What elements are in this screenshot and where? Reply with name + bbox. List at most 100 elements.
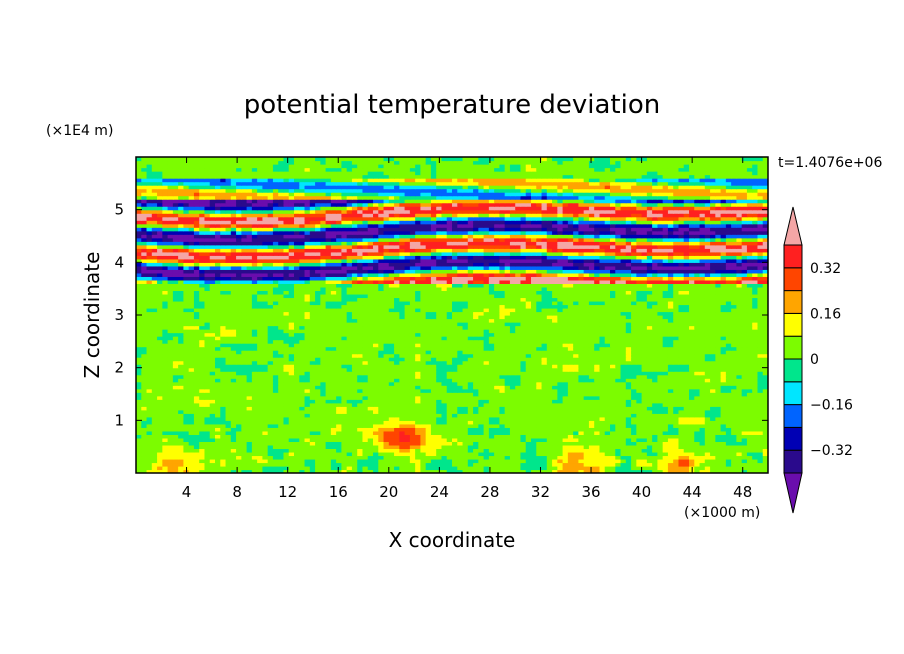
heatmap-cell	[615, 381, 622, 386]
heatmap-cell	[625, 416, 632, 421]
heatmap-cell	[136, 430, 142, 435]
heatmap-cell	[220, 434, 227, 439]
heatmap-cell	[441, 465, 448, 471]
heatmap-cell	[230, 420, 237, 425]
heatmap-cell	[625, 374, 632, 379]
heatmap-cell	[625, 343, 632, 348]
heatmap-cell	[483, 336, 490, 341]
heatmap-cell	[373, 346, 379, 351]
heatmap-cell	[309, 367, 316, 372]
heatmap-cell	[457, 329, 464, 334]
heatmap-cell	[251, 378, 258, 383]
heatmap-cell	[520, 434, 527, 439]
heatmap-cell	[578, 455, 585, 460]
heatmap-cell	[362, 469, 369, 473]
heatmap-cell	[136, 420, 142, 425]
heatmap-cell	[420, 392, 427, 397]
heatmap-cell	[183, 399, 190, 404]
heatmap-cell	[157, 371, 163, 376]
heatmap-cell	[351, 325, 358, 330]
heatmap-cell	[172, 336, 179, 341]
heatmap-cell	[246, 392, 253, 397]
heatmap-cell	[304, 406, 311, 411]
heatmap-cell	[209, 465, 216, 471]
heatmap-cell	[536, 434, 543, 439]
heatmap-cell	[346, 343, 353, 348]
heatmap-cell	[441, 346, 448, 351]
heatmap-cell	[588, 469, 595, 473]
heatmap-cell	[230, 441, 237, 446]
heatmap-cell	[725, 364, 732, 369]
heatmap-cell	[225, 413, 232, 418]
heatmap-cell	[752, 332, 759, 337]
heatmap-cell	[241, 364, 248, 369]
heatmap-cell	[762, 427, 768, 432]
heatmap-cell	[562, 378, 569, 383]
heatmap-cell	[188, 350, 195, 355]
heatmap-cell	[430, 371, 437, 376]
heatmap-cell	[151, 360, 158, 365]
heatmap-cell	[662, 455, 669, 460]
heatmap-cell	[583, 469, 590, 473]
heatmap-cell	[646, 423, 653, 428]
heatmap-cell	[220, 325, 227, 330]
heatmap-cell	[204, 462, 211, 467]
heatmap-cell	[588, 336, 595, 341]
heatmap-cell	[399, 367, 406, 372]
heatmap-cell	[278, 441, 285, 446]
heatmap-cell	[652, 402, 658, 407]
heatmap-cell	[294, 413, 300, 418]
heatmap-cell	[351, 406, 358, 411]
heatmap-cell	[625, 420, 632, 425]
heatmap-cell	[146, 416, 153, 421]
heatmap-cell	[678, 353, 685, 358]
heatmap-cell	[478, 430, 485, 435]
heatmap-cell	[483, 423, 490, 428]
heatmap-cell	[378, 451, 385, 457]
heatmap-cell	[715, 469, 722, 473]
heatmap-cell	[573, 413, 579, 418]
heatmap-cell	[673, 458, 680, 464]
heatmap-cell	[278, 437, 285, 442]
heatmap-cell	[294, 350, 300, 355]
heatmap-cell	[583, 427, 590, 432]
heatmap-cell	[262, 455, 269, 460]
heatmap-cell	[699, 409, 706, 414]
heatmap-cell	[399, 399, 406, 404]
heatmap-cell	[141, 465, 148, 471]
heatmap-cell	[752, 465, 759, 471]
heatmap-cell	[436, 367, 443, 372]
heatmap-cell	[283, 437, 290, 442]
heatmap-cell	[151, 329, 158, 334]
heatmap-cell	[283, 371, 290, 376]
heatmap-cell	[183, 388, 190, 393]
heatmap-cell	[246, 423, 253, 428]
heatmap-cell	[478, 388, 485, 393]
heatmap-cell	[599, 469, 606, 473]
heatmap-cell	[257, 402, 263, 407]
heatmap-cell	[304, 465, 311, 471]
heatmap-cell	[762, 392, 768, 397]
heatmap-cell	[509, 381, 516, 386]
heatmap-cell	[699, 441, 706, 446]
heatmap-cell	[757, 416, 764, 421]
heatmap-cell	[283, 357, 290, 362]
heatmap-cell	[546, 360, 553, 365]
heatmap-cell	[689, 388, 695, 393]
heatmap-cell	[257, 350, 263, 355]
heatmap-cell	[604, 420, 611, 425]
heatmap-cell	[731, 399, 737, 404]
heatmap-cell	[446, 343, 453, 348]
heatmap-cell	[552, 367, 558, 372]
heatmap-cell	[689, 371, 695, 376]
heatmap-cell	[351, 423, 358, 428]
heatmap-cell	[615, 350, 622, 355]
heatmap-cell	[362, 381, 369, 386]
heatmap-cell	[557, 458, 564, 464]
heatmap-cell	[462, 458, 469, 464]
heatmap-cell	[594, 378, 601, 383]
heatmap-cell	[157, 430, 163, 435]
heatmap-cell	[257, 378, 263, 383]
heatmap-cell	[288, 399, 295, 404]
heatmap-cell	[536, 353, 543, 358]
